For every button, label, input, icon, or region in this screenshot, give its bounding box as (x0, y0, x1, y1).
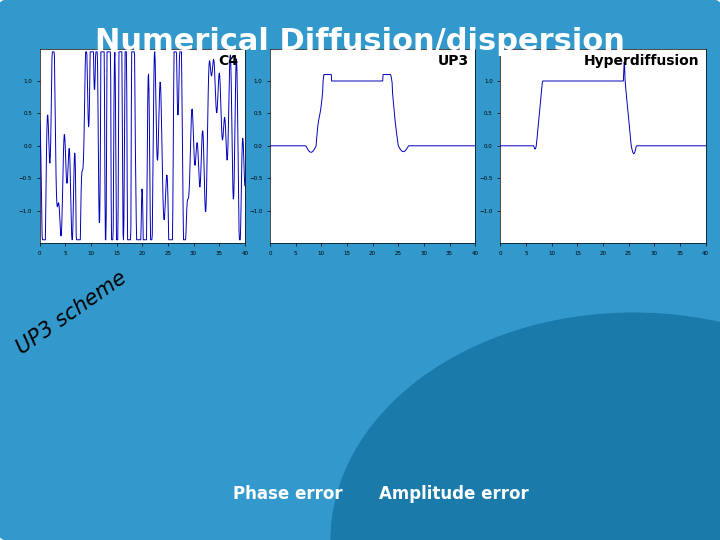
Text: Hyperdiffusion: Hyperdiffusion (584, 55, 699, 69)
Text: Phase error: Phase error (233, 485, 343, 503)
Circle shape (331, 313, 720, 540)
Text: Amplitude error: Amplitude error (379, 485, 528, 503)
Text: UP3: UP3 (438, 55, 469, 69)
Text: C4: C4 (219, 55, 238, 69)
Text: UP3 scheme: UP3 scheme (13, 268, 131, 359)
Text: Numerical Diffusion/dispersion: Numerical Diffusion/dispersion (95, 27, 625, 56)
